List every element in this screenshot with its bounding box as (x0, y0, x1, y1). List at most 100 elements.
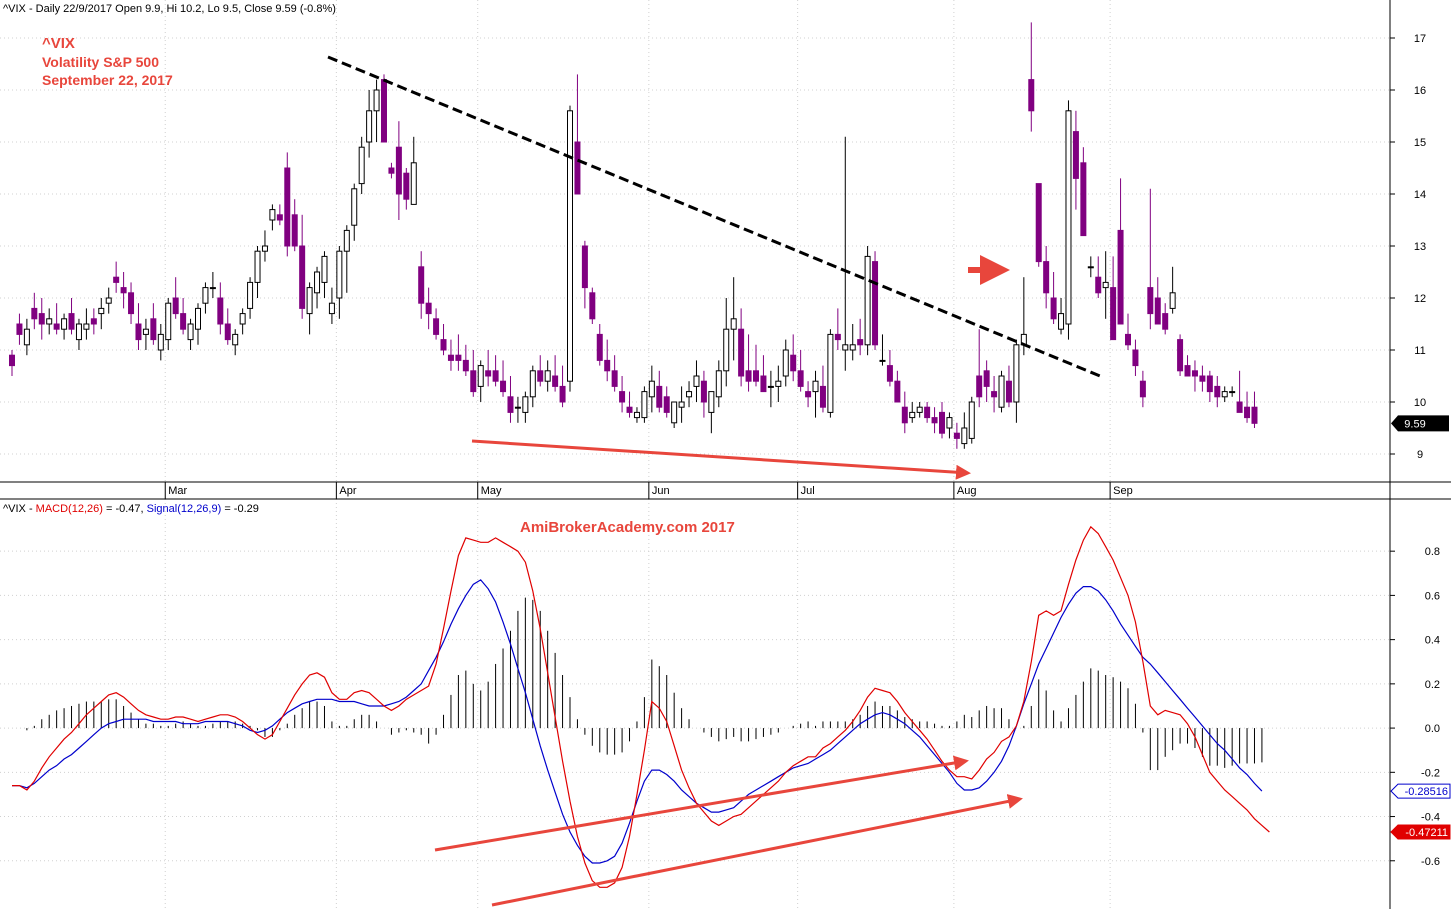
month-label: Aug (957, 485, 977, 497)
candle-body (589, 292, 596, 320)
candle-body (425, 302, 432, 315)
candle-body (678, 401, 685, 408)
watermark-text: AmiBrokerAcademy.com 2017 (520, 519, 735, 536)
last-price-badge (1391, 415, 1449, 432)
candle-body (165, 302, 172, 341)
candle-body (224, 323, 231, 341)
candle-body (366, 110, 373, 143)
candle-body (403, 172, 410, 200)
price-tick-label: 10 (1414, 397, 1426, 409)
candle-body (537, 370, 544, 382)
candle-body (1043, 261, 1050, 294)
candle-body (46, 318, 53, 325)
candle-body (105, 297, 112, 304)
downtrend-line (327, 55, 1101, 378)
candle-body (485, 370, 492, 377)
candle-body (9, 354, 15, 367)
candle-body (440, 339, 447, 351)
candle-body (1005, 380, 1012, 403)
candle-body (767, 385, 774, 388)
macd-tick-label: -0.2 (1421, 767, 1440, 779)
candle-body (559, 385, 566, 403)
candle-body (336, 250, 343, 299)
candle-body (1087, 266, 1094, 269)
name-annotation: Volatility S&P 500 (42, 54, 159, 70)
candle-body (686, 391, 693, 398)
candle-body (418, 266, 425, 304)
candle-body (529, 370, 536, 398)
candle-body (209, 287, 216, 290)
candle-body (976, 375, 983, 398)
candle-body (1162, 313, 1169, 330)
month-label: Sep (1113, 485, 1133, 497)
candle-body (1035, 183, 1042, 263)
candle-body (291, 214, 298, 247)
candle-body (61, 318, 68, 330)
date-annotation: September 22, 2017 (42, 72, 173, 88)
candle-body (38, 313, 45, 325)
candle-body (321, 255, 328, 283)
candle-body (1214, 385, 1221, 398)
candle-body (128, 292, 135, 315)
candle-body (410, 162, 417, 205)
candle-body (232, 333, 239, 346)
candle-body (1184, 365, 1191, 377)
price-tick-label: 14 (1414, 189, 1426, 201)
candle-body (886, 365, 893, 382)
candle-body (1191, 370, 1198, 377)
candle-body (1117, 229, 1124, 325)
macd-tick-label: 0.4 (1425, 635, 1440, 647)
candle-body (849, 344, 856, 351)
candle-body (723, 328, 730, 372)
candle-body (760, 375, 767, 393)
candle-body (373, 89, 380, 112)
candle-body (113, 276, 120, 283)
candle-body (916, 406, 923, 413)
candle-body (1221, 391, 1228, 398)
macd-line (12, 525, 1270, 888)
candle-body (477, 365, 484, 387)
price-header: ^VIX - Daily 22/9/2017 Open 9.9, Hi 10.2… (3, 3, 336, 15)
candle-body (217, 297, 224, 325)
candle-body (135, 323, 142, 341)
candle-body (797, 370, 804, 387)
candle-body (500, 380, 507, 393)
candle-body (879, 359, 886, 362)
candle-body (447, 354, 454, 361)
candle-body (247, 281, 254, 309)
macd-tick-label: 0.8 (1425, 546, 1440, 558)
candle-body (470, 370, 477, 393)
price-tick-label: 17 (1414, 33, 1426, 45)
last-price-label: 9.59 (1404, 418, 1425, 430)
candle-body (433, 318, 440, 335)
month-label: May (481, 485, 502, 497)
candle-body (157, 333, 164, 351)
candle-body (53, 323, 60, 330)
candle-body (604, 359, 611, 372)
candle-body (202, 287, 209, 304)
candle-body (358, 146, 365, 185)
candle-body (284, 167, 291, 247)
candle-body (343, 229, 350, 252)
candle-body (619, 391, 626, 403)
candle-body (864, 255, 871, 346)
candle-body (1206, 375, 1213, 393)
price-tick-label: 15 (1414, 137, 1426, 149)
candle-body (1169, 292, 1176, 309)
candle-body (522, 396, 529, 413)
candle-body (924, 406, 931, 419)
price-tick-label: 12 (1414, 293, 1426, 305)
candle-body (544, 370, 551, 382)
candle-body (1132, 349, 1139, 367)
symbol-annotation: ^VIX (42, 35, 75, 52)
macd-badge (1390, 824, 1451, 840)
macd-header-prefix: ^VIX - (3, 503, 36, 515)
candle-body (75, 323, 82, 341)
candle-body (827, 333, 834, 413)
candle-body (656, 385, 663, 408)
candle-body (581, 245, 588, 289)
candle-body (805, 391, 812, 398)
candle-body (901, 406, 908, 424)
